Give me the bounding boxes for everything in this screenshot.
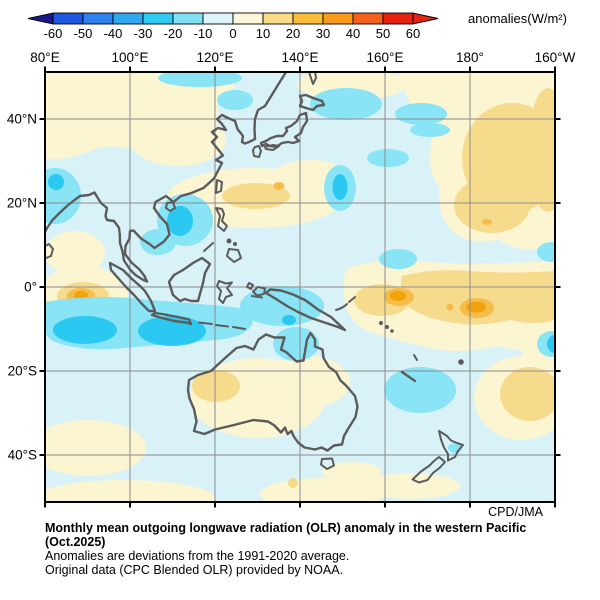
coast-new-caledonia — [400, 370, 417, 383]
coast-sakhalin — [308, 72, 317, 85]
coast-borneo — [167, 256, 212, 303]
coast-hokkaido — [298, 93, 326, 112]
coast-halmahera — [246, 282, 254, 290]
map-frame — [44, 71, 556, 503]
anomaly-map: 80°E 100°E 120°E 140°E 160°E 180° 160°W 40°N 20°… — [7, 50, 576, 508]
colorbar-tick-label: -40 — [104, 26, 123, 41]
pos-core-30-40 — [389, 291, 407, 301]
colorbar-tick-label: 20 — [286, 26, 300, 41]
colorbar-tick-label: -10 — [194, 26, 213, 41]
colorbar-tick-label: 60 — [406, 26, 420, 41]
coast-nz-north — [438, 430, 464, 462]
lat-axis-label: 20°N — [7, 196, 37, 211]
pos-core-30-40 — [466, 301, 486, 313]
negative-anomaly-blobs — [45, 72, 555, 453]
coast-new-britain — [335, 296, 356, 311]
lon-axis-label: 160°W — [535, 50, 576, 65]
lat-axis-label: 40°N — [7, 112, 37, 127]
caption-note1: Anomalies are deviations from the 1991-2… — [45, 549, 350, 563]
colorbar-tick-label: -50 — [74, 26, 93, 41]
caption-note2: Original data (CPC Blended OLR) provided… — [45, 563, 344, 577]
coastlines — [45, 72, 464, 484]
coast-nz-south — [411, 456, 446, 484]
coast-tasmania — [320, 457, 335, 470]
colorbar-tick-label: 40 — [346, 26, 360, 41]
map-fill-layer — [45, 72, 555, 502]
coast-lesser-sunda — [198, 321, 246, 330]
coast-shikoku — [264, 144, 280, 151]
coast-sulawesi — [216, 280, 233, 304]
coast-seram — [251, 295, 263, 299]
coast-sumatra — [108, 261, 157, 313]
coast-taiwan — [215, 179, 223, 194]
pos-anomaly-band-10-20 — [400, 270, 555, 325]
coast-palawan — [203, 242, 214, 252]
coast-honshu — [259, 111, 309, 149]
lon-axis-label: 80°E — [30, 50, 59, 65]
coast-hainan — [165, 201, 176, 212]
lon-axis-label: 160°E — [367, 50, 404, 65]
colorbar-tick-label: -60 — [44, 26, 63, 41]
caption-block: Monthly mean outgoing longwave radiation… — [45, 521, 557, 577]
colorbar-tick-label: -30 — [134, 26, 153, 41]
colorbar-tick-label: 30 — [316, 26, 330, 41]
coast-srilanka — [45, 243, 54, 259]
caption-title-line2: (Oct.2025) — [45, 535, 106, 549]
neg-anomaly-newcaledonia — [384, 367, 456, 413]
island-fiji — [458, 359, 464, 365]
colorbar-tick-label: 50 — [376, 26, 390, 41]
colorbar-tick-label: 10 — [256, 26, 270, 41]
coast-kyushu — [252, 145, 262, 158]
lat-axis-label: 20°S — [8, 364, 37, 379]
caption-title-line1: Monthly mean outgoing longwave radiation… — [45, 521, 527, 535]
lat-axis-label: 40°S — [8, 448, 37, 463]
lon-axis-label: 100°E — [112, 50, 149, 65]
coast-luzon — [215, 207, 228, 232]
colorbar-left-arrow — [27, 12, 54, 25]
coast-new-guinea — [264, 288, 347, 332]
coast-asia-mainland — [45, 72, 288, 283]
lon-axis-label: 180° — [456, 50, 484, 65]
pos-anomaly-region — [45, 72, 236, 160]
colorbar-unit-label: anomalies(W/m²) — [468, 11, 567, 26]
coast-vanuatu — [413, 354, 418, 361]
neg-core-20-30 — [53, 316, 117, 344]
coast-australia — [186, 331, 359, 452]
grid-lines — [45, 72, 555, 502]
colorbar-tick-label: -20 — [164, 26, 183, 41]
coast-birds-head — [252, 286, 266, 297]
colorbar-tick-label: 0 — [229, 26, 236, 41]
map-axes: 80°E 100°E 120°E 140°E 160°E 180° 160°W 40°N 20°… — [7, 50, 576, 508]
lat-axis-label: 0° — [24, 280, 37, 295]
credit-label: CPD/JMA — [488, 505, 543, 519]
colorbar: -60 -50 -40 -30 -20 -10 0 10 20 30 40 50 60 — [27, 12, 439, 41]
coast-java — [150, 311, 193, 326]
colorbar-right-arrow — [412, 12, 439, 25]
lon-axis-label: 140°E — [282, 50, 319, 65]
coast-mindanao — [226, 248, 242, 263]
lon-axis-label: 120°E — [197, 50, 234, 65]
